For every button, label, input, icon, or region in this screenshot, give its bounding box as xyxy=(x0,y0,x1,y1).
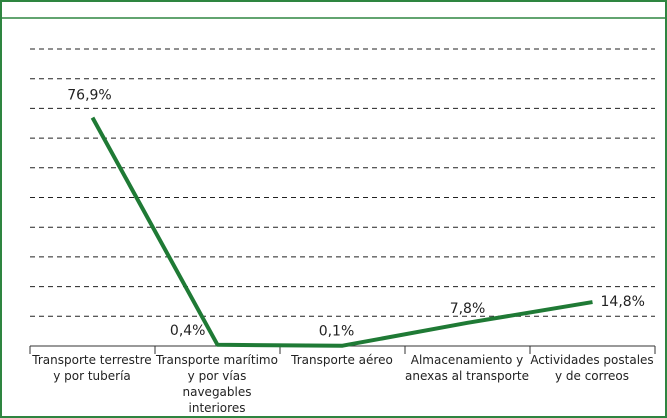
data-label: 76,9% xyxy=(67,88,111,104)
data-label: 7,8% xyxy=(450,301,486,317)
line-series xyxy=(90,116,593,348)
x-tick-label: Transporte marítimo y por vías navegable… xyxy=(156,353,278,415)
data-label: 0,1% xyxy=(319,324,355,340)
x-tick-label: Transporte terrestre y por tubería xyxy=(32,353,152,383)
x-tick-label: Transporte aéreo xyxy=(291,353,393,367)
x-tick-label: Almacenamiento y anexas al transporte xyxy=(405,353,529,383)
x-tick-label: Actividades postales y de correos xyxy=(530,353,654,383)
data-label: 0,4% xyxy=(170,323,206,339)
data-label: 14,8% xyxy=(601,294,645,310)
